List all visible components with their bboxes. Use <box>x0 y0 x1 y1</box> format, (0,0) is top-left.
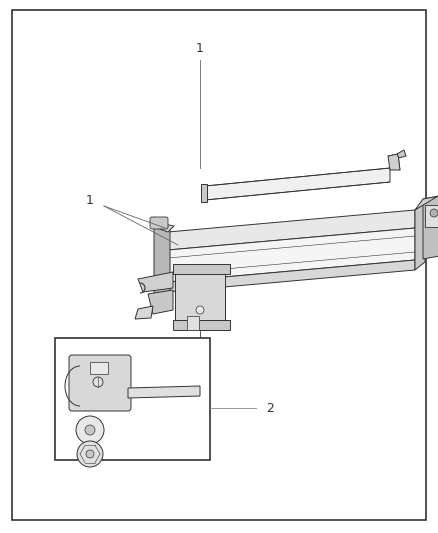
Polygon shape <box>205 168 390 200</box>
Polygon shape <box>397 150 406 158</box>
Circle shape <box>86 450 94 458</box>
Polygon shape <box>423 195 438 259</box>
Polygon shape <box>128 386 200 398</box>
Polygon shape <box>168 228 415 282</box>
Text: 1: 1 <box>86 193 94 206</box>
Bar <box>90 362 108 374</box>
Text: 1: 1 <box>196 42 204 54</box>
Polygon shape <box>154 227 170 297</box>
Polygon shape <box>175 272 225 320</box>
Polygon shape <box>201 184 207 202</box>
Circle shape <box>93 377 103 387</box>
Polygon shape <box>415 202 425 270</box>
Polygon shape <box>388 154 400 170</box>
Polygon shape <box>148 290 173 314</box>
Bar <box>425 205 438 227</box>
Polygon shape <box>150 221 174 232</box>
Circle shape <box>76 416 104 444</box>
Polygon shape <box>173 264 230 274</box>
Polygon shape <box>173 320 230 330</box>
Bar <box>55 338 210 460</box>
Circle shape <box>85 425 95 435</box>
FancyBboxPatch shape <box>150 217 168 229</box>
Circle shape <box>196 306 204 314</box>
Polygon shape <box>135 306 153 319</box>
Bar <box>187 316 199 330</box>
Polygon shape <box>168 210 415 250</box>
Circle shape <box>430 209 438 217</box>
Circle shape <box>77 441 103 467</box>
FancyBboxPatch shape <box>69 355 131 411</box>
Polygon shape <box>138 272 173 292</box>
Polygon shape <box>415 193 438 210</box>
Text: 2: 2 <box>266 401 274 415</box>
Polygon shape <box>168 260 415 292</box>
